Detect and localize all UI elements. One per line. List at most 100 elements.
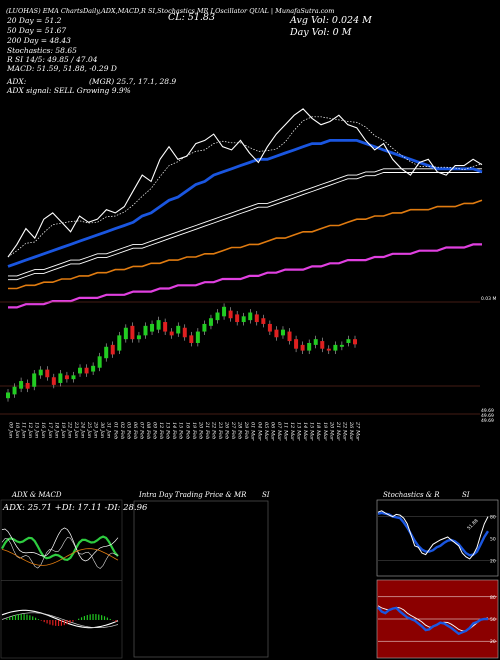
candle-body xyxy=(176,325,181,334)
candle-body xyxy=(104,346,109,359)
volume-axis-label: 0.03 M xyxy=(481,296,496,302)
adx-panel-divider xyxy=(1,580,122,581)
legend-ma200: 200 Day = 48.43 xyxy=(6,36,71,45)
date-label: 12 Mar xyxy=(289,422,295,441)
candle-body xyxy=(78,367,83,374)
candle-body xyxy=(313,339,318,345)
candle-body xyxy=(261,318,266,324)
day-volume: Day Vol: 0 M xyxy=(289,27,352,38)
date-label: 15 Mar xyxy=(309,422,315,441)
stoch-panel-title-suffix: SI xyxy=(462,491,470,499)
candle-panel-price-label: 49.69 xyxy=(481,418,494,424)
date-label: 13 Feb xyxy=(165,422,171,439)
candle-body xyxy=(71,375,76,380)
candle-body xyxy=(267,323,272,332)
candle-panel-price-label: 49.69 xyxy=(481,408,494,414)
date-label: 11 Mar xyxy=(282,422,288,441)
candle-body xyxy=(130,325,135,340)
date-label: 30 Jan xyxy=(99,422,105,438)
candle-body xyxy=(280,329,285,336)
candle-body xyxy=(195,331,200,343)
rsi-lines: 80 50 20 xyxy=(377,595,497,645)
candle-body xyxy=(123,327,128,340)
date-label: 25 Jan xyxy=(86,421,92,438)
candle-body xyxy=(182,327,187,338)
date-label: 14 Mar xyxy=(302,422,308,441)
date-label: 07 Feb xyxy=(138,422,144,439)
date-label: 06 Mar xyxy=(269,422,275,441)
candle-body xyxy=(228,310,233,319)
candle-body xyxy=(97,356,102,368)
candle-body xyxy=(143,325,148,336)
date-label: 22 Jan xyxy=(66,421,72,438)
adx-lines xyxy=(1,527,119,569)
candle-body xyxy=(12,386,17,395)
mri-panel: Intra Day Trading Price & MR SI xyxy=(133,491,270,658)
date-label: 11 Jan xyxy=(21,422,27,438)
date-label: 15 Feb xyxy=(178,422,184,439)
date-label: 15 Jan xyxy=(34,422,40,438)
date-label: 05 Feb xyxy=(125,422,131,439)
mri-panel-border xyxy=(133,500,269,658)
date-label: 26 Mar xyxy=(348,421,354,441)
legend-rsi: R SI 14/5: 49.85 / 47.04 xyxy=(6,55,98,64)
ema-lines xyxy=(7,138,483,309)
candle-body xyxy=(287,331,292,342)
date-label: 19 Jan xyxy=(60,422,66,438)
candle-body xyxy=(163,322,168,332)
mri-panel-title: Intra Day Trading Price & MR xyxy=(138,491,247,499)
close-price-line xyxy=(7,108,483,258)
stoch-k-line xyxy=(377,510,489,560)
date-label: 17 Jan xyxy=(47,422,53,438)
macd-lines xyxy=(1,609,119,629)
price-line xyxy=(7,108,483,258)
ema200-line xyxy=(8,243,482,309)
date-label: 09 Jan xyxy=(8,422,14,438)
date-label: 21 Feb xyxy=(204,421,210,439)
minus-di-line xyxy=(1,537,119,569)
candle-body xyxy=(19,381,24,389)
legend-adx-signal: ADX signal: SELL Growing 9.9% xyxy=(6,86,131,95)
candle-body xyxy=(51,377,56,385)
date-label: 22 Feb xyxy=(210,421,216,439)
date-label: 18 Mar xyxy=(315,422,321,441)
stoch-panel-title: Stochastics & R xyxy=(383,491,440,499)
date-label: 10 Jan xyxy=(14,422,20,438)
candle-body xyxy=(307,342,312,351)
candle-body xyxy=(110,344,115,355)
candle-body xyxy=(169,331,174,336)
candle-body xyxy=(215,312,220,321)
stoch-d-line xyxy=(377,511,490,557)
rsi-tick-label: 20 xyxy=(490,639,496,645)
date-label: 04 Mar xyxy=(256,422,262,441)
close-price: CL: 51.83 xyxy=(168,12,215,23)
candle-body xyxy=(117,335,122,351)
candle-body xyxy=(241,316,246,323)
legend-macd: MACD: 51.59, 51.88, -0.29 D xyxy=(6,64,117,73)
candle-body xyxy=(208,318,213,326)
macd-signal-line xyxy=(1,612,119,629)
plus-di-line xyxy=(1,527,119,562)
candle-body xyxy=(202,323,207,332)
candle-body xyxy=(300,344,305,351)
rsi-tick-label: 50 xyxy=(490,617,496,623)
date-label: 01 Feb xyxy=(112,422,118,439)
ema100-line xyxy=(8,199,483,290)
avg-volume: Avg Vol: 0.024 M xyxy=(289,15,372,26)
legend-adx-label: ADX: xyxy=(6,77,27,86)
adx-panel-border xyxy=(0,499,123,659)
date-label: 20 Feb xyxy=(197,421,203,439)
candle-body xyxy=(235,314,240,323)
candle-body xyxy=(333,344,338,351)
candle-body xyxy=(189,335,194,343)
candle-body xyxy=(136,335,141,340)
stoch-tick-label: 20 xyxy=(490,558,496,564)
candle-body xyxy=(58,373,63,383)
candle-body xyxy=(150,323,155,332)
legend-ma50: 50 Day = 51.67 xyxy=(7,26,66,35)
date-label: 16 Feb xyxy=(184,422,190,439)
ema50-line-lower xyxy=(8,172,482,281)
date-axis: 09 Jan 10 Jan 11 Jan 12 Jan 15 Jan 16 Jan 17 J… xyxy=(8,421,361,441)
